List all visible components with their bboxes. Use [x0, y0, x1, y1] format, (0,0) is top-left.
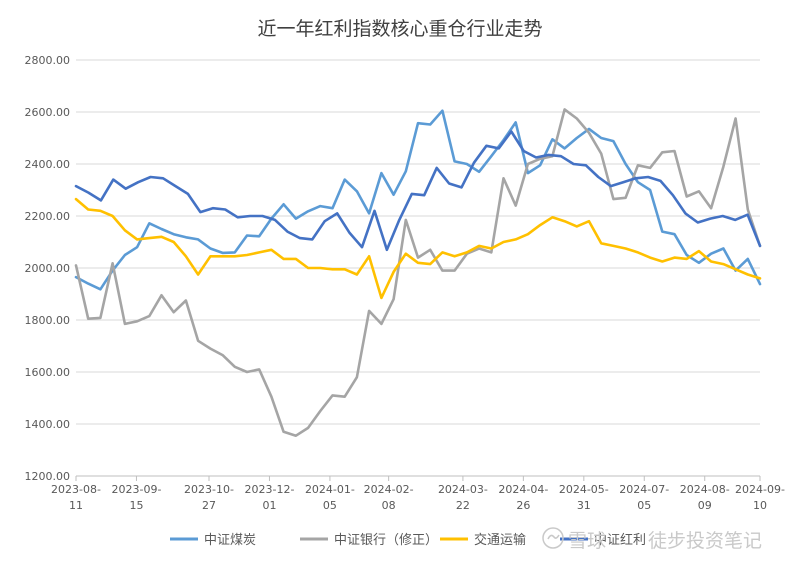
x-tick-label: 11 [69, 499, 83, 512]
x-tick-label: 15 [129, 499, 143, 512]
y-tick-label: 1400.00 [25, 418, 71, 431]
series-line [74, 109, 762, 291]
legend-label: 中证银行（修正） [334, 533, 438, 548]
series-line [74, 108, 762, 438]
x-tick-label: 2024-05- [559, 483, 609, 496]
chart-title: 近一年红利指数核心重仓行业走势 [257, 18, 543, 40]
x-tick-label: 2024-03- [438, 483, 488, 496]
y-tick-label: 2800.00 [25, 54, 71, 67]
y-tick-label: 2400.00 [25, 158, 71, 171]
series-line [74, 197, 762, 300]
legend-label: 中证煤炭 [204, 533, 256, 548]
x-tick-label: 2024-02- [364, 483, 414, 496]
x-tick-label: 2023-08- [51, 483, 101, 496]
y-tick-label: 2600.00 [25, 106, 71, 119]
series-line [74, 130, 762, 252]
y-tick-label: 2000.00 [25, 262, 71, 275]
y-tick-label: 2200.00 [25, 210, 71, 223]
watermark: 雪球 徒步投资笔记 [540, 524, 790, 554]
x-tick-label: 2024-07- [619, 483, 669, 496]
legend-label: 交通运输 [474, 532, 526, 548]
x-tick-label: 01 [262, 499, 276, 512]
legend-label: 中证红利 [594, 532, 646, 548]
snowball-logo-icon [542, 527, 564, 549]
x-tick-label: 2023-12- [244, 483, 294, 496]
x-tick-label: 22 [456, 499, 470, 512]
y-tick-label: 1800.00 [25, 314, 71, 327]
watermark-author: 徒步投资笔记 [648, 530, 763, 552]
x-tick-label: 09 [698, 499, 712, 512]
x-tick-label: 08 [382, 499, 396, 512]
y-tick-label: 1600.00 [25, 366, 71, 379]
x-tick-label: 31 [577, 499, 591, 512]
x-tick-label: 05 [637, 499, 651, 512]
x-tick-label: 2024-09- [735, 483, 785, 496]
x-tick-label: 2023-10- [184, 483, 234, 496]
watermark-brand: 雪球 [568, 530, 607, 552]
x-tick-label: 2023-09- [111, 483, 161, 496]
x-tick-label: 2024-08- [680, 483, 730, 496]
x-tick-label: 05 [323, 499, 337, 512]
x-tick-label: 10 [753, 499, 767, 512]
x-tick-label: 2024-01- [305, 483, 355, 496]
x-tick-label: 27 [202, 499, 216, 512]
x-tick-label: 26 [516, 499, 530, 512]
y-tick-label: 1200.00 [25, 470, 71, 483]
x-tick-label: 2024-04- [498, 483, 548, 496]
